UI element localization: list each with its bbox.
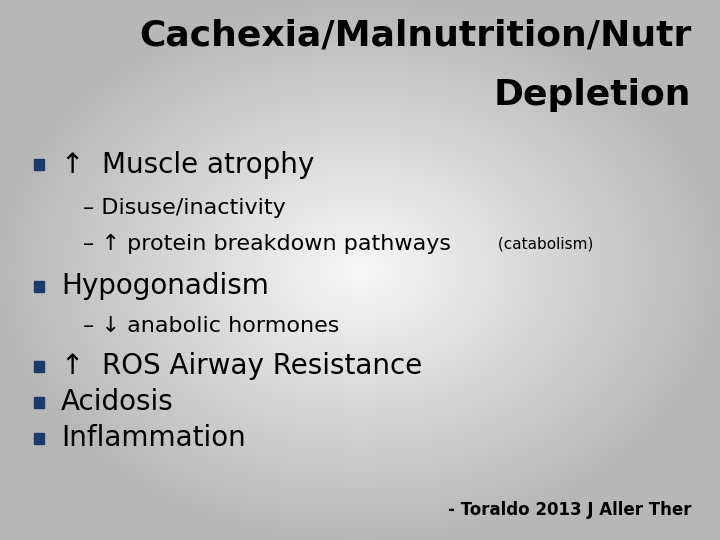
Text: Depletion: Depletion [494, 78, 691, 112]
FancyBboxPatch shape [34, 433, 44, 444]
Text: Acidosis: Acidosis [61, 388, 174, 416]
FancyBboxPatch shape [34, 159, 44, 170]
Text: (catabolism): (catabolism) [493, 237, 593, 252]
Text: - Toraldo 2013 J Aller Ther: - Toraldo 2013 J Aller Ther [448, 502, 691, 519]
Text: – ↑ protein breakdown pathways (catabolism): – ↑ protein breakdown pathways (cataboli… [83, 234, 597, 254]
Text: Hypogonadism: Hypogonadism [61, 272, 269, 300]
Text: Cachexia/Malnutrition/Nutr: Cachexia/Malnutrition/Nutr [139, 19, 691, 53]
FancyBboxPatch shape [34, 397, 44, 408]
Text: – ↑ protein breakdown pathways: – ↑ protein breakdown pathways [83, 234, 451, 254]
Text: ↑  ROS Airway Resistance: ↑ ROS Airway Resistance [61, 352, 423, 380]
Text: – ↓ anabolic hormones: – ↓ anabolic hormones [83, 316, 339, 336]
FancyBboxPatch shape [34, 361, 44, 372]
FancyBboxPatch shape [34, 281, 44, 292]
Text: ↑  Muscle atrophy: ↑ Muscle atrophy [61, 151, 315, 179]
Text: Inflammation: Inflammation [61, 424, 246, 453]
Text: – Disuse/inactivity: – Disuse/inactivity [83, 198, 286, 218]
